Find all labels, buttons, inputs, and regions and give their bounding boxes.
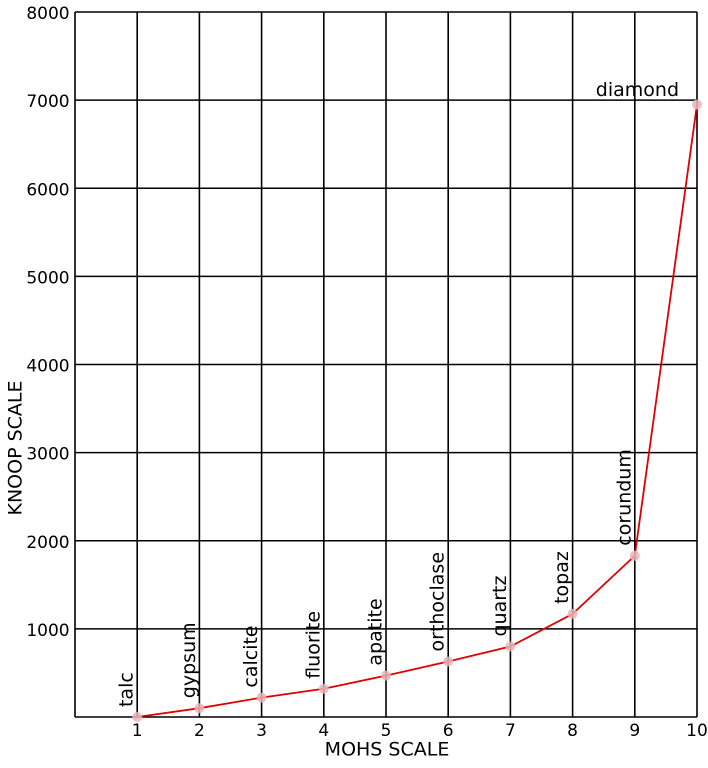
data-point [381,670,391,681]
x-tick-label: 8 [567,721,578,741]
x-tick-label: 10 [686,721,708,741]
point-label: calcite [240,625,262,687]
data-point [256,692,267,703]
x-tick-label: 6 [443,721,454,741]
point-label: corundum [613,449,635,546]
y-tick-label: 1000 [26,621,69,641]
y-tick-label: 7000 [26,92,69,112]
data-line [137,104,698,718]
x-axis-label: MOHS SCALE [325,739,450,761]
x-tick-label: 7 [505,721,516,741]
x-tick-label: 3 [256,721,267,741]
y-tick-label: 8000 [26,4,69,24]
x-tick-label: 1 [132,721,143,741]
y-tick-label: 3000 [26,445,69,465]
data-point [318,683,329,694]
y-tick-label: 5000 [26,268,69,288]
x-tick-label: 5 [381,721,392,741]
data-point [505,641,516,652]
data-point [567,608,578,619]
x-tick-label: 9 [629,721,640,741]
x-tick-label: 2 [194,721,205,741]
data-point [692,99,702,110]
y-tick-label: 6000 [26,180,69,200]
y-axis-label: KNOOP SCALE [5,381,27,516]
point-label: topaz [551,551,573,604]
data-point [443,656,454,667]
point-label: orthoclase [427,552,449,652]
point-label: talc [116,672,138,707]
point-label: apatite [365,598,387,665]
data-point [132,712,143,722]
point-label: fluorite [302,611,324,679]
point-label: quartz [489,575,511,636]
data-point [629,550,640,561]
x-tick-label: 4 [318,721,329,741]
data-point [194,703,205,714]
y-tick-label: 2000 [26,533,69,553]
y-tick-label: 4000 [26,357,69,377]
point-label: gypsum [178,622,200,698]
point-label: diamond [596,79,679,101]
